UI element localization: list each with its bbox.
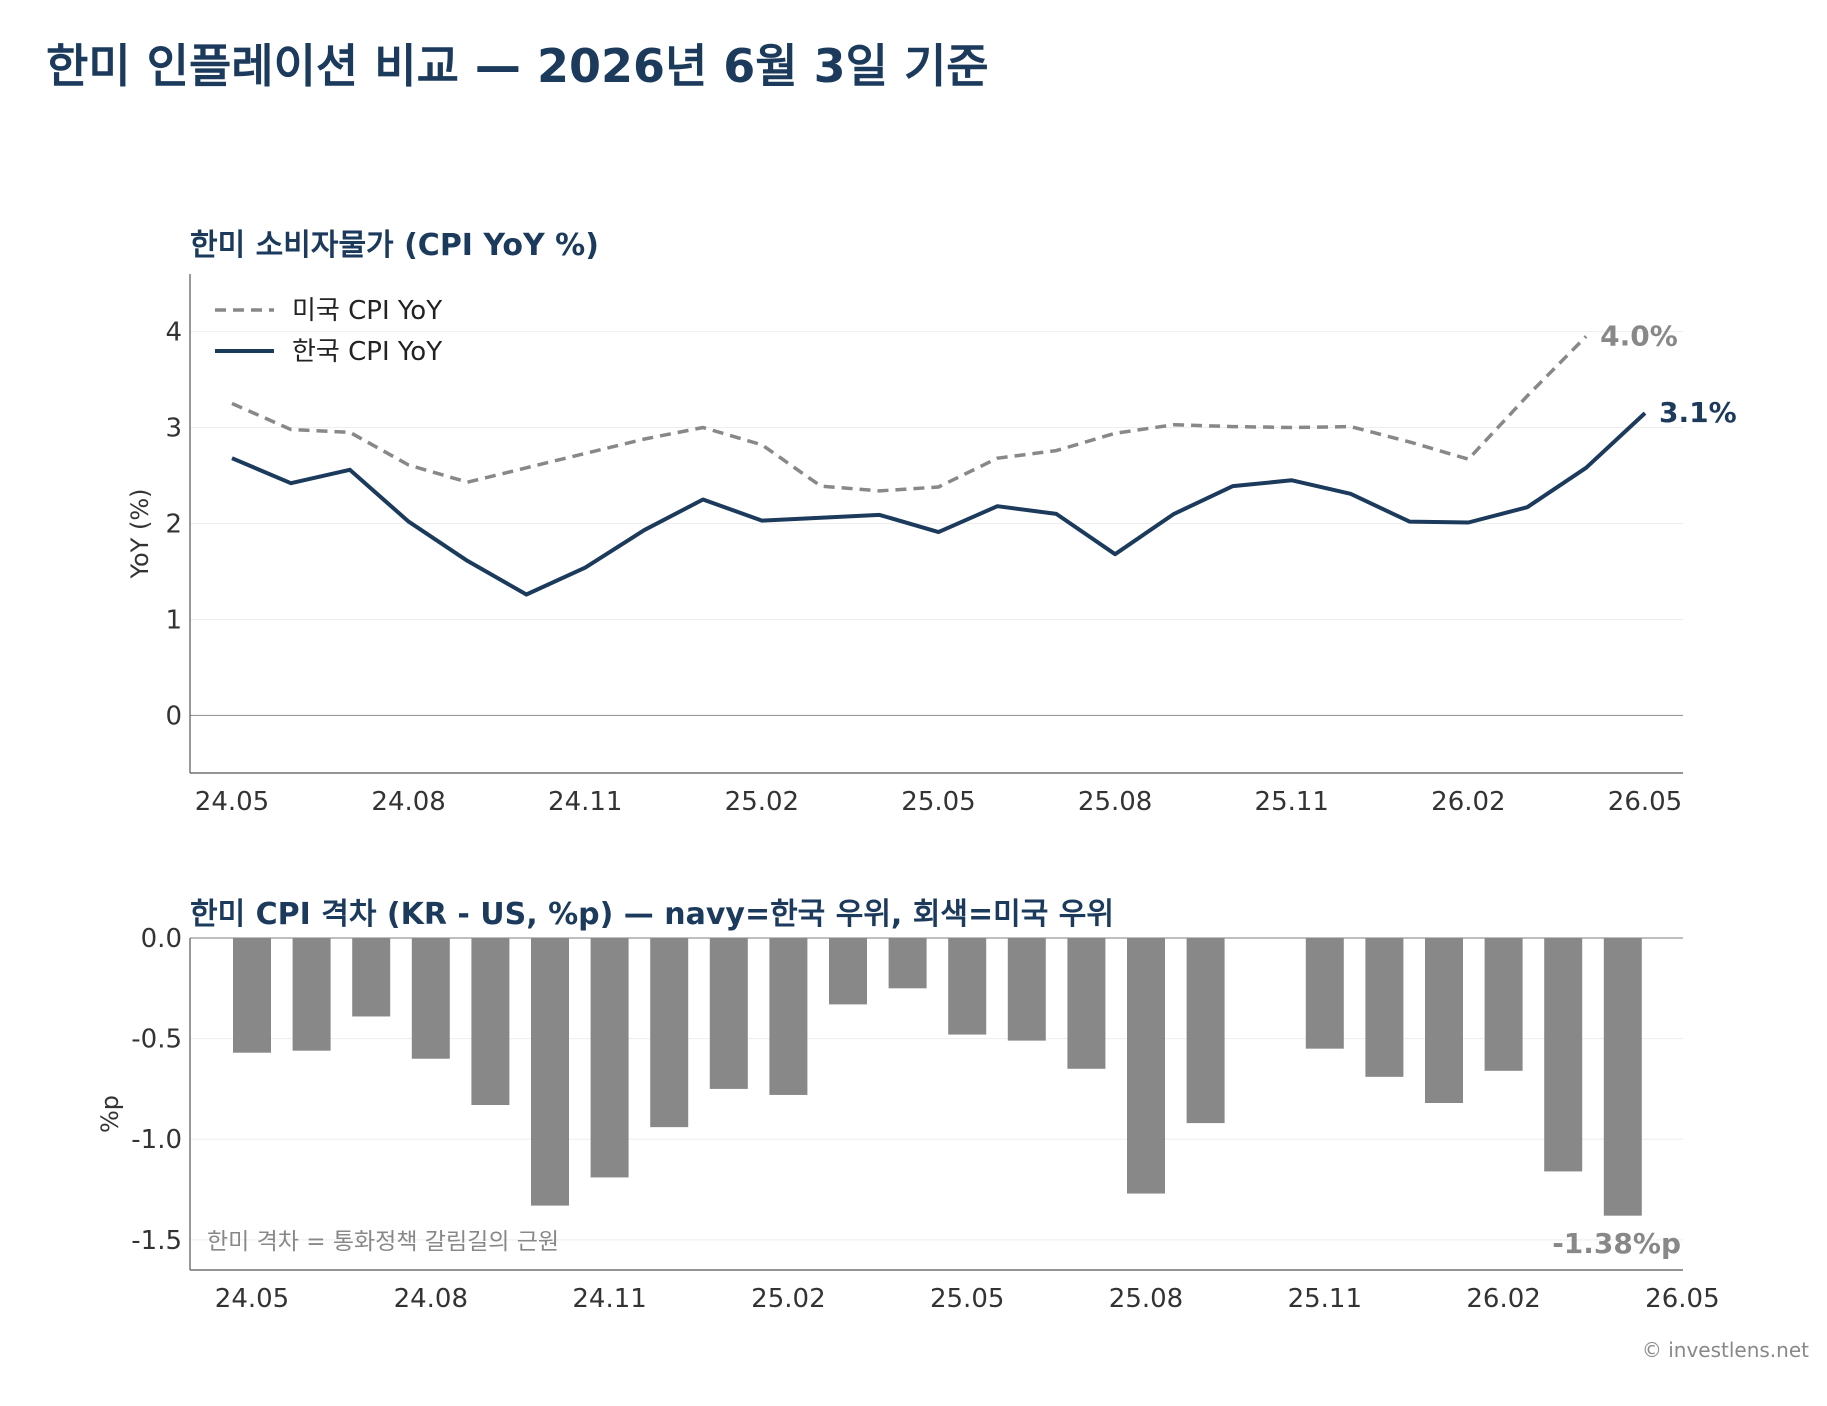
bar-x-tick-label: 24.11	[572, 1284, 646, 1314]
bar	[1007, 938, 1046, 1041]
line-x-tick-label: 25.02	[725, 787, 799, 817]
bar	[292, 938, 331, 1051]
bar-annotation: 한미 격차 = 통화정책 갈림길의 근원	[207, 1229, 559, 1255]
credit-text: © investlens.net	[1641, 1338, 1809, 1362]
bar-y-axis-label: %p	[96, 1095, 124, 1133]
bar	[769, 938, 808, 1095]
bar	[888, 938, 927, 989]
bar-x-tick-label: 24.05	[215, 1284, 289, 1314]
bar	[1484, 938, 1523, 1071]
line-y-tick-label: 3	[165, 414, 182, 444]
bar-x-tick-label: 25.08	[1109, 1284, 1183, 1314]
bar	[233, 938, 271, 1053]
line-x-tick-label: 26.02	[1431, 787, 1505, 817]
bar-chart-title: 한미 CPI 격차 (KR - US, %p) — navy=한국 우위, 회색…	[190, 897, 1114, 932]
bar	[1127, 938, 1165, 1194]
line-y-tick-label: 4	[165, 318, 182, 348]
bar	[650, 938, 689, 1128]
bar	[1365, 938, 1404, 1077]
line-x-tick-label: 24.08	[371, 787, 445, 817]
line-x-tick-label: 24.11	[548, 787, 622, 817]
bar-x-tick-label: 25.05	[930, 1284, 1004, 1314]
line-end-label-us: 4.0%	[1600, 319, 1678, 352]
bar-end-label: -1.38%p	[1552, 1227, 1681, 1260]
line-x-tick-label: 25.08	[1078, 787, 1152, 817]
bar	[1425, 938, 1463, 1103]
bar	[829, 938, 867, 1005]
bar	[411, 938, 450, 1059]
legend-label-us: 미국 CPI YoY	[292, 296, 442, 326]
bar	[1067, 938, 1106, 1069]
line-end-label-kr: 3.1%	[1659, 396, 1737, 429]
bar	[352, 938, 391, 1017]
bar-x-tick-label: 25.11	[1288, 1284, 1362, 1314]
bar-x-tick-label: 26.05	[1645, 1284, 1719, 1314]
bar	[531, 938, 569, 1206]
bar-x-tick-label: 24.08	[394, 1284, 468, 1314]
bar	[709, 938, 748, 1089]
bar-y-tick-label: -0.5	[131, 1025, 182, 1055]
line-x-tick-label: 25.05	[901, 787, 975, 817]
line-y-tick-label: 1	[165, 605, 182, 635]
bar	[1544, 938, 1583, 1172]
bar-x-tick-label: 26.02	[1466, 1284, 1540, 1314]
line-x-tick-label: 25.11	[1255, 787, 1329, 817]
bar	[1603, 938, 1642, 1216]
bar-y-tick-label: -1.0	[131, 1125, 182, 1155]
bar-x-tick-label: 25.02	[751, 1284, 825, 1314]
line-x-tick-label: 26.05	[1608, 787, 1682, 817]
bar-y-tick-label: -1.5	[131, 1226, 182, 1256]
bar	[1305, 938, 1344, 1049]
page-title: 한미 인플레이션 비교 — 2026년 6월 3일 기준	[46, 39, 989, 93]
legend-label-kr: 한국 CPI YoY	[292, 337, 442, 367]
cpi-gap-bar-chart: 한미 CPI 격차 (KR - US, %p) — navy=한국 우위, 회색…	[96, 897, 1720, 1314]
bar-y-tick-label: 0.0	[141, 924, 182, 954]
bar	[1186, 938, 1225, 1124]
line-series-us	[231, 335, 1588, 493]
bar	[948, 938, 987, 1035]
bar	[471, 938, 510, 1106]
line-series-kr	[231, 411, 1647, 597]
line-y-tick-label: 2	[165, 510, 182, 540]
cpi-line-chart: 0 1 2 3 4 24.05 24.08 24.11 25.02 25.05 25.08 25.11…	[126, 228, 1737, 817]
line-x-tick-label: 24.05	[195, 787, 269, 817]
bar	[590, 938, 629, 1178]
line-y-tick-label: 0	[165, 701, 182, 731]
line-chart-title: 한미 소비자물가 (CPI YoY %)	[190, 228, 599, 263]
line-y-axis-label: YoY (%)	[126, 489, 154, 580]
